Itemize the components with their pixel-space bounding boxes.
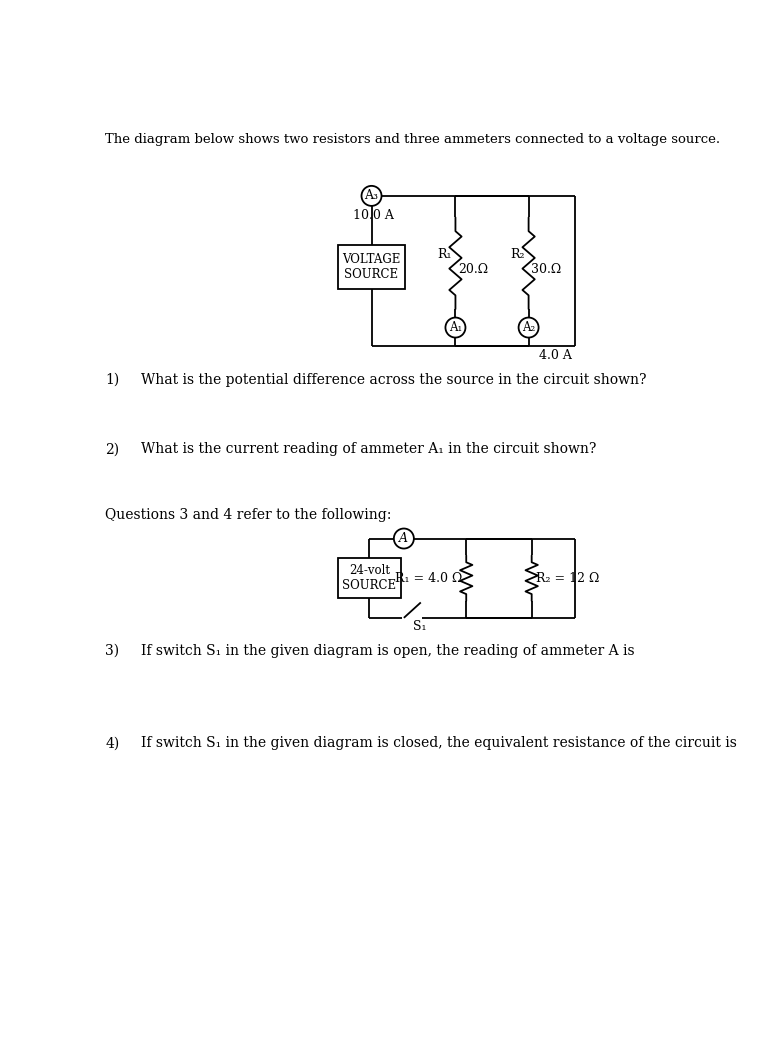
Text: The diagram below shows two resistors and three ammeters connected to a voltage : The diagram below shows two resistors an…: [105, 132, 720, 146]
Text: 4.0 A: 4.0 A: [539, 349, 572, 363]
Text: 3): 3): [105, 644, 120, 658]
Text: If switch S₁ in the given diagram is open, the reading of ammeter A is: If switch S₁ in the given diagram is ope…: [141, 644, 635, 658]
Text: A₃: A₃: [365, 190, 379, 202]
Circle shape: [394, 528, 414, 548]
FancyBboxPatch shape: [338, 559, 400, 598]
Text: R₁: R₁: [437, 248, 452, 260]
Text: 10.0 A: 10.0 A: [352, 209, 393, 222]
Circle shape: [362, 185, 382, 206]
Text: 20.Ω: 20.Ω: [458, 263, 488, 276]
Text: A: A: [400, 532, 408, 545]
Text: What is the current reading of ammeter A₁ in the circuit shown?: What is the current reading of ammeter A…: [141, 442, 597, 456]
Circle shape: [445, 318, 466, 338]
Text: 24-volt
SOURCE: 24-volt SOURCE: [342, 564, 397, 592]
Text: R₂ = 12 Ω: R₂ = 12 Ω: [535, 572, 599, 585]
Text: 30.Ω: 30.Ω: [531, 263, 561, 276]
Text: VOLTAGE
SOURCE: VOLTAGE SOURCE: [342, 253, 400, 281]
Text: What is the potential difference across the source in the circuit shown?: What is the potential difference across …: [141, 373, 646, 387]
Text: A₂: A₂: [522, 321, 535, 334]
Text: R₂: R₂: [511, 248, 525, 260]
Text: Questions 3 and 4 refer to the following:: Questions 3 and 4 refer to the following…: [105, 507, 391, 522]
Text: A₁: A₁: [449, 321, 462, 334]
Text: S₁: S₁: [413, 620, 427, 634]
Circle shape: [518, 318, 539, 338]
Text: 4): 4): [105, 737, 120, 750]
Text: If switch S₁ in the given diagram is closed, the equivalent resistance of the ci: If switch S₁ in the given diagram is clo…: [141, 737, 737, 750]
FancyBboxPatch shape: [338, 245, 405, 290]
Text: R₁ = 4.0 Ω: R₁ = 4.0 Ω: [395, 572, 462, 585]
Text: 2): 2): [105, 442, 120, 456]
Text: 1): 1): [105, 373, 120, 387]
